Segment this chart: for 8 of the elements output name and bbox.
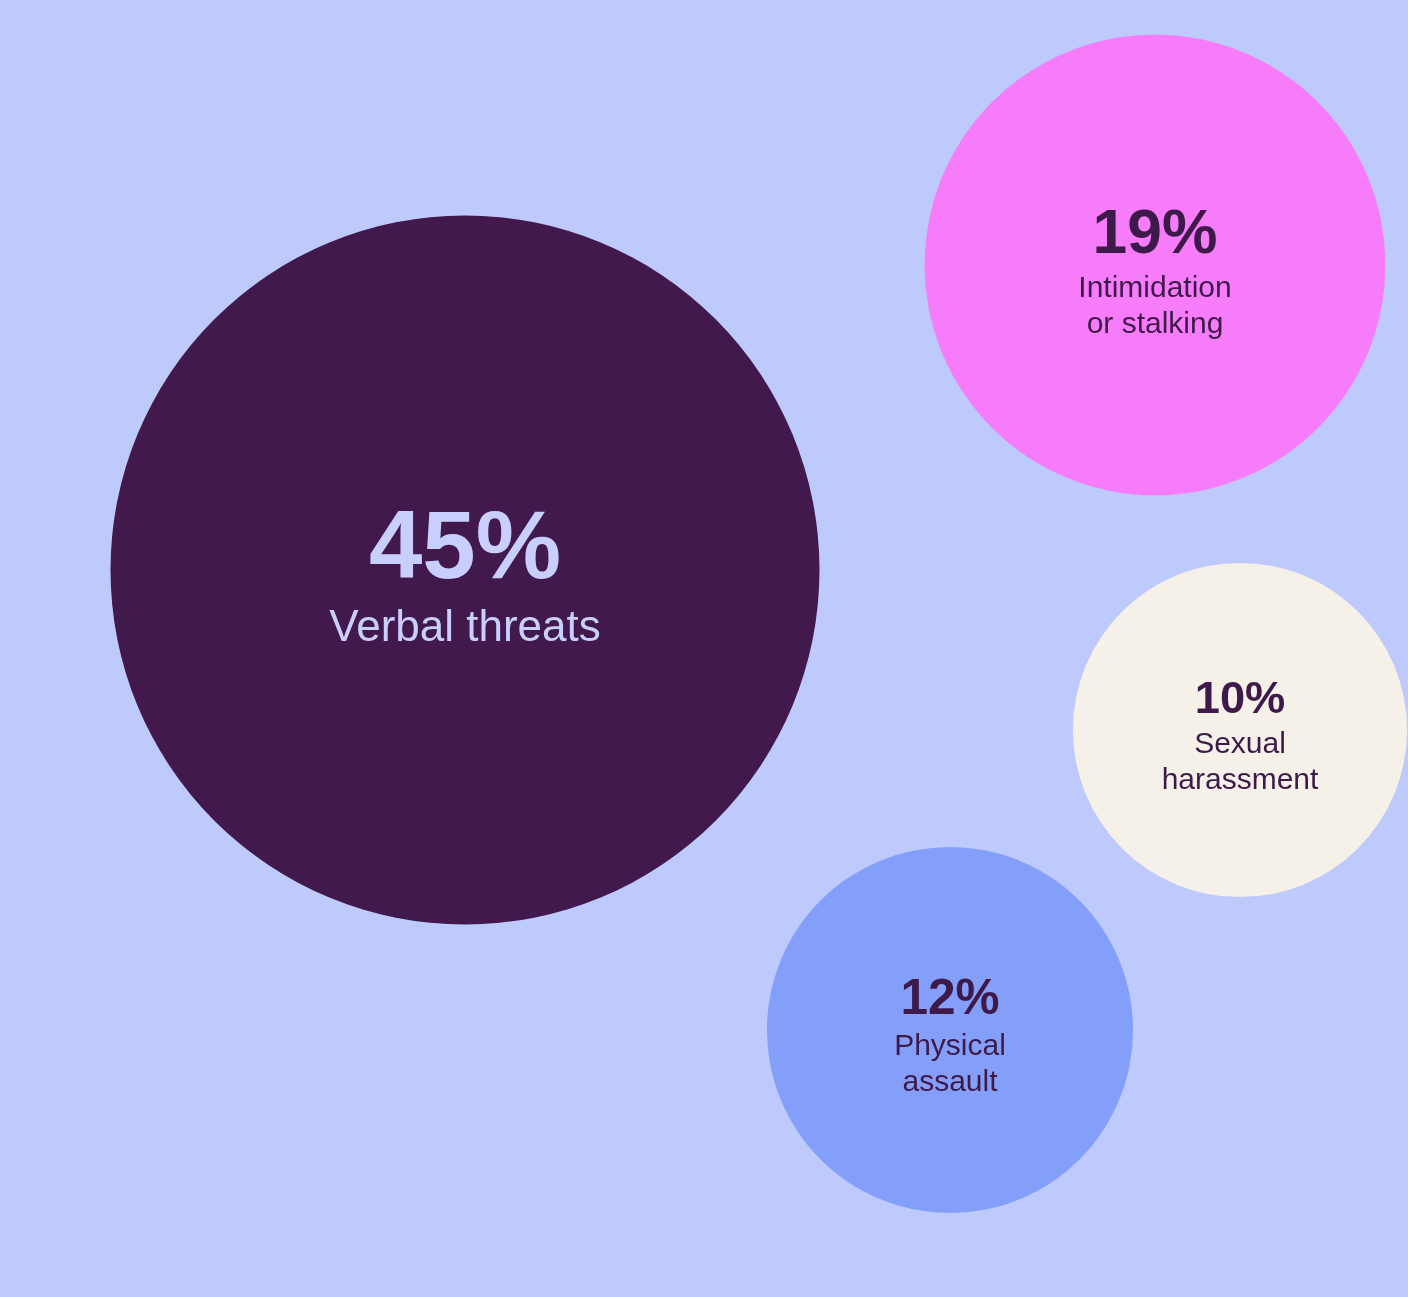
data-label: 45% — [368, 490, 562, 598]
category-label: Verbal threats — [329, 601, 601, 651]
category-label: Intimidation or stalking — [1078, 270, 1232, 340]
data-label: 10% — [1194, 672, 1286, 723]
data-label: 12% — [900, 969, 1000, 1025]
category-label: Sexual harassment — [1161, 725, 1320, 795]
category-label: Physical assault — [894, 1028, 1006, 1098]
data-label: 19% — [1092, 197, 1218, 266]
